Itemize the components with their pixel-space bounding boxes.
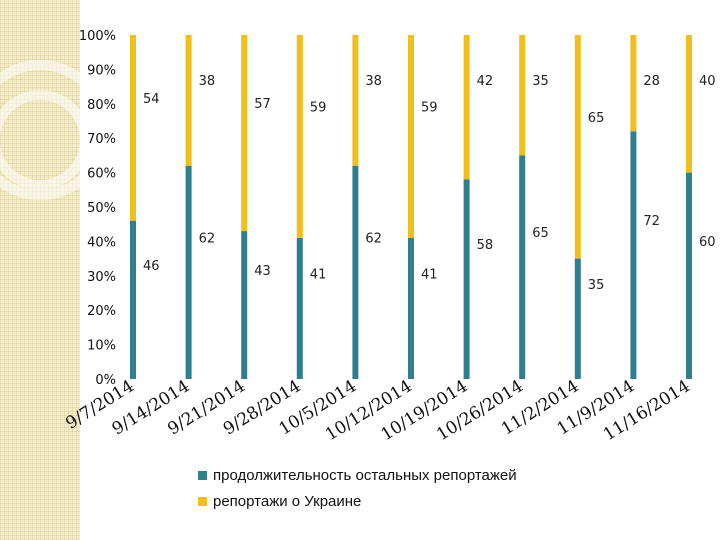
- bar-segment-ukraine: [130, 35, 136, 221]
- data-label-ukraine: 38: [365, 74, 382, 89]
- data-label-other: 72: [643, 214, 660, 229]
- data-label-other: 60: [699, 235, 716, 250]
- y-tick-label: 20%: [87, 304, 116, 319]
- y-tick-label: 40%: [87, 235, 116, 250]
- bar-segment-ukraine: [463, 35, 470, 180]
- y-tick-label: 50%: [87, 201, 116, 216]
- bar-segment-ukraine: [574, 35, 581, 259]
- y-tick-label: 90%: [87, 63, 116, 78]
- bar-segment-ukraine: [352, 35, 359, 166]
- bar-segment-other: [241, 231, 248, 379]
- legend-label-ukraine: репортажи о Украине: [213, 492, 362, 510]
- legend-swatch-other: [198, 470, 207, 480]
- bar-segment-ukraine: [185, 35, 192, 166]
- y-tick-label: 100%: [79, 29, 116, 44]
- data-label-other: 58: [477, 238, 494, 253]
- data-label-other: 41: [421, 267, 438, 282]
- decorative-side-stripe: [0, 0, 110, 540]
- data-label-ukraine: 35: [532, 74, 549, 89]
- bar-segment-other: [408, 237, 414, 379]
- data-label-other: 35: [588, 278, 605, 293]
- bar-segment-other: [519, 155, 526, 379]
- data-label-ukraine: 28: [643, 74, 660, 89]
- data-label-other: 62: [365, 231, 382, 246]
- data-label-other: 41: [310, 267, 327, 282]
- data-label-ukraine: 40: [699, 74, 716, 89]
- y-tick-label: 70%: [87, 132, 116, 147]
- legend-item-ukraine: репортажи о Украине: [198, 488, 517, 514]
- data-label-ukraine: 59: [310, 100, 327, 115]
- bar-segment-ukraine: [686, 35, 692, 173]
- bar-segment-ukraine: [296, 35, 303, 238]
- y-tick-label: 10%: [87, 339, 116, 354]
- data-labels: 46 54 62 38 43 57 41 59 62 38 41 59 58 42 65 35 35 65 72 28…: [143, 74, 716, 293]
- y-tick-label: 30%: [87, 270, 116, 285]
- legend: продолжительность остальных репортажей р…: [198, 462, 517, 514]
- decorative-ring: [0, 90, 90, 190]
- data-label-other: 43: [254, 264, 271, 279]
- data-label-ukraine: 54: [143, 92, 160, 107]
- data-label-ukraine: 42: [477, 74, 494, 89]
- y-tick-label: 80%: [87, 98, 116, 113]
- bar-segment-other: [574, 258, 581, 379]
- legend-swatch-ukraine: [198, 496, 207, 506]
- decorative-ring: [0, 60, 110, 200]
- legend-label-other: продолжительность остальных репортажей: [213, 466, 517, 484]
- bar-segment-ukraine: [241, 35, 248, 232]
- data-label-other: 62: [199, 231, 216, 246]
- x-axis-ticks: 9/7/20149/14/20149/21/20149/28/201410/5/…: [62, 376, 693, 445]
- bars: [130, 35, 692, 379]
- legend-item-other: продолжительность остальных репортажей: [198, 462, 517, 488]
- data-label-ukraine: 38: [199, 74, 216, 89]
- data-label-other: 65: [532, 226, 549, 241]
- bar-segment-other: [352, 165, 359, 379]
- bar-segment-other: [686, 172, 692, 379]
- y-axis-ticks: 0% 10% 20% 30% 40% 50% 60% 70% 80% 90% 100%: [79, 29, 116, 388]
- bar-segment-other: [630, 131, 637, 379]
- bar-segment-ukraine: [630, 35, 637, 132]
- y-tick-label: 0%: [95, 373, 116, 388]
- data-label-other: 46: [143, 259, 160, 274]
- bar-segment-ukraine: [519, 35, 526, 156]
- bar-segment-ukraine: [408, 35, 414, 238]
- bar-segment-other: [185, 165, 192, 379]
- data-label-ukraine: 59: [421, 100, 438, 115]
- bar-segment-other: [463, 179, 470, 379]
- data-label-ukraine: 65: [588, 111, 605, 126]
- bar-segment-other: [296, 237, 303, 379]
- y-tick-label: 60%: [87, 167, 116, 182]
- data-label-ukraine: 57: [254, 97, 271, 112]
- bar-segment-other: [130, 220, 136, 379]
